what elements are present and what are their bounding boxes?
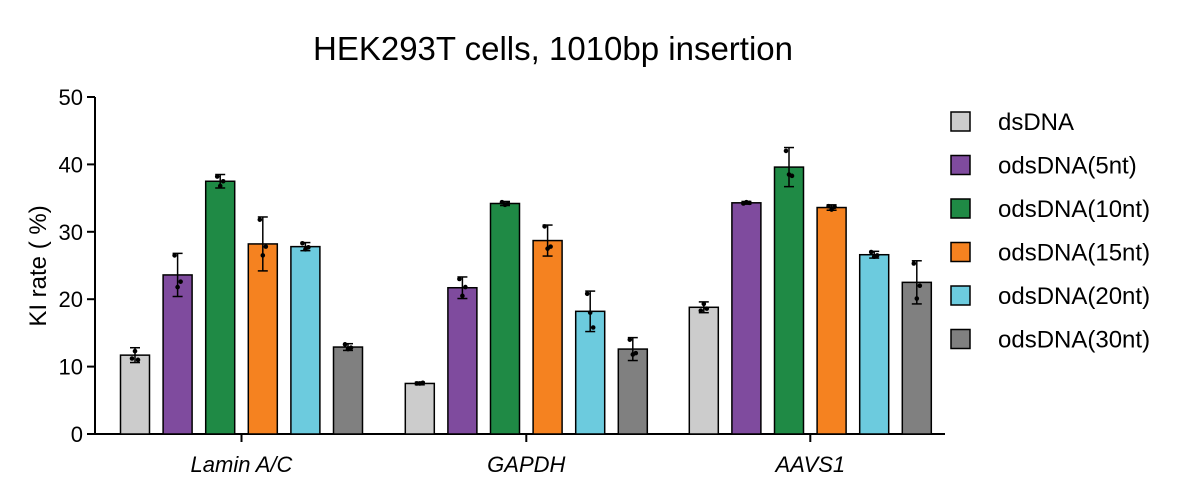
data-point (300, 240, 305, 246)
data-point (868, 249, 874, 255)
legend-swatch (950, 328, 971, 350)
data-point (257, 217, 263, 222)
axes: 0 10 20 30 40 50 Lamin A/C GAPDH AAVS1 (59, 85, 945, 477)
data-point (505, 201, 511, 206)
bar-odsdna10nt (204, 180, 236, 435)
bar-odsdna5nt (162, 274, 193, 435)
data-point (698, 308, 704, 313)
data-point (220, 178, 226, 184)
y-axis-label: KI rate ( %) (25, 205, 52, 326)
bar-odsdna15nt (247, 243, 279, 435)
data-point (460, 293, 465, 299)
y-tick-label: 50 (59, 85, 83, 110)
data-point (132, 348, 138, 354)
legend-label: odsDNA(5nt) (998, 153, 1137, 180)
data-point (463, 284, 468, 290)
bar-dsdna (119, 354, 151, 435)
bars-layer (119, 146, 933, 435)
data-point (178, 279, 183, 284)
bar-odsdna10nt (773, 166, 805, 435)
data-point (135, 357, 141, 363)
data-point (826, 203, 831, 209)
data-point (348, 345, 354, 351)
legend-swatch (950, 241, 971, 263)
bar-odsdna30nt (617, 348, 649, 435)
bar-odsdna10nt (489, 202, 521, 435)
data-point (214, 174, 220, 179)
data-point (789, 173, 795, 179)
data-point (829, 207, 834, 212)
bar-dsdna (404, 382, 436, 435)
data-point (590, 325, 596, 330)
data-point (911, 261, 917, 266)
y-tick-label: 0 (71, 422, 83, 447)
bar-odsdna30nt (901, 281, 933, 435)
bar-odsdna20nt (858, 253, 890, 435)
x-category-label: GAPDH (487, 452, 565, 477)
data-point (783, 148, 789, 154)
data-point (260, 253, 266, 258)
data-point (542, 224, 547, 229)
legend-label: odsDNA(30nt) (998, 327, 1150, 354)
y-tick-label: 30 (59, 220, 83, 245)
data-point (457, 276, 462, 282)
bar-odsdna5nt (447, 286, 478, 435)
data-point (917, 283, 923, 289)
bar-odsdna5nt (731, 202, 762, 435)
data-point (584, 291, 590, 297)
data-point (175, 284, 180, 290)
bar-odsdna15nt (532, 239, 563, 435)
data-point (587, 310, 593, 315)
data-point (704, 306, 710, 311)
data-point (914, 296, 920, 301)
y-tick-label: 20 (59, 287, 83, 312)
y-tick-label: 10 (59, 355, 83, 380)
data-point (342, 342, 348, 347)
bar-odsdna30nt (332, 346, 364, 435)
bar-dsdna (688, 306, 720, 435)
legend-label: odsDNA(10nt) (998, 196, 1150, 223)
legend-swatch (950, 111, 971, 132)
data-point (627, 337, 633, 342)
legend-swatch (950, 198, 971, 219)
data-point (499, 199, 505, 205)
data-point (306, 245, 311, 250)
bar-odsdna20nt (290, 245, 321, 435)
data-point (832, 204, 837, 210)
data-point (874, 253, 880, 258)
x-category-label: AAVS1 (773, 452, 845, 477)
bar-odsdna15nt (816, 206, 847, 435)
x-category-label: Lamin A/C (191, 452, 293, 477)
legend-label: odsDNA(20nt) (998, 283, 1150, 310)
data-point (172, 253, 177, 258)
legend-label: dsDNA (998, 109, 1074, 136)
legend-swatch (950, 285, 971, 306)
y-tick-label: 40 (59, 152, 83, 177)
chart-title: HEK293T cells, 1010bp insertion (313, 30, 793, 67)
legend-swatch (950, 154, 971, 176)
data-point (548, 244, 553, 249)
data-point (217, 183, 223, 189)
legend: dsDNA odsDNA(5nt) odsDNA(10nt) odsDNA(15nt)… (950, 109, 1150, 354)
data-point (633, 350, 639, 356)
data-point (129, 356, 135, 361)
data-point (747, 200, 752, 206)
data-point (701, 301, 707, 307)
legend-label: odsDNA(15nt) (998, 240, 1150, 267)
data-point (420, 380, 426, 386)
data-point (263, 244, 269, 249)
